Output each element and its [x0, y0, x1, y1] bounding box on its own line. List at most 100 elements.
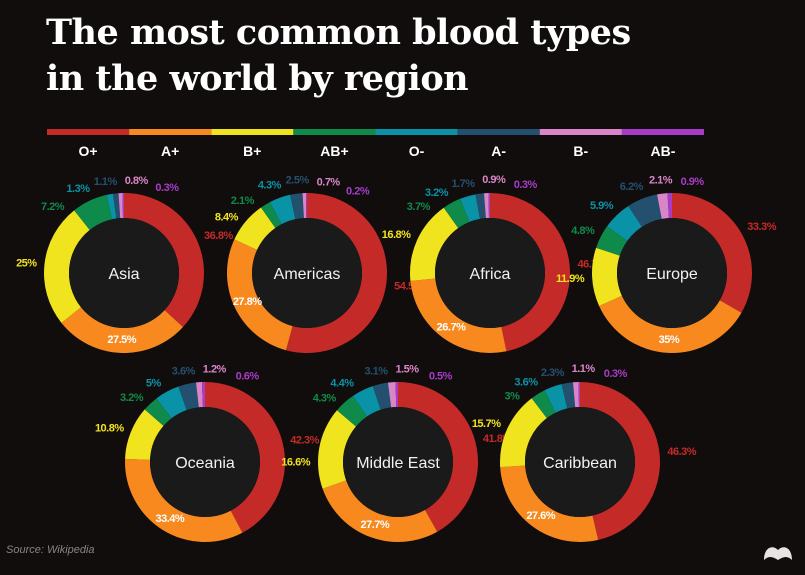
data-label-B+: 10.8% [95, 422, 124, 434]
data-label-AB-: 0.2% [346, 186, 370, 198]
region-label: Africa [470, 266, 511, 283]
legend-swatch-AB- [621, 129, 704, 135]
region-label: Caribbean [543, 455, 617, 472]
data-label-AB+: 7.2% [41, 201, 65, 213]
slice-O- [269, 194, 296, 225]
data-label-O-: 4.4% [330, 378, 354, 390]
data-label-O+: 36.8% [204, 230, 233, 242]
legend-label: A- [491, 143, 506, 159]
slice-O- [460, 194, 481, 222]
data-label-O-: 5% [146, 378, 162, 390]
slice-B+ [234, 207, 276, 250]
legend: O+ A+ B+ AB+ O- A- B- AB- [47, 129, 704, 159]
title-line-2: in the world by region [46, 58, 469, 99]
slice-B- [657, 193, 669, 219]
slice-AB+ [596, 226, 628, 256]
slice-O- [156, 386, 187, 419]
slice-AB- [305, 193, 307, 219]
data-label-B+: 8.4% [215, 211, 239, 223]
slice-A+ [410, 278, 507, 353]
legend-label: AB- [650, 143, 675, 159]
slice-AB- [488, 193, 490, 219]
data-label-A+: 26.7% [437, 321, 466, 333]
data-label-B+: 16.6% [281, 456, 310, 468]
slice-B+ [318, 410, 357, 489]
data-label-A+: 27.6% [526, 510, 555, 522]
slice-B+ [410, 207, 459, 282]
slice-O- [106, 193, 117, 220]
legend-label: B- [573, 143, 588, 159]
slice-O+ [398, 382, 479, 532]
data-label-AB-: 0.5% [429, 371, 453, 383]
slice-AB- [578, 382, 580, 408]
slice-B- [572, 382, 579, 408]
slice-B+ [125, 409, 164, 460]
data-label-AB-: 0.3% [604, 368, 628, 380]
data-label-AB-: 0.6% [236, 370, 260, 382]
slice-A- [290, 193, 304, 220]
donut-europe: Europe 33.3% 35% 11.9% 4.8% 5.9% 6.2% 2.1% 0.9% [556, 175, 777, 353]
data-label-AB+: 4.8% [571, 225, 595, 237]
data-label-A-: 2.5% [286, 175, 310, 187]
slice-O- [352, 386, 381, 417]
data-label-B-: 1.2% [203, 363, 227, 375]
legend-swatch-B- [539, 129, 622, 135]
slice-AB- [201, 382, 205, 408]
slice-A+ [500, 465, 599, 542]
slice-B- [483, 193, 489, 219]
donut-asia: Asia 36.8% 27.5% 25% 7.2%1.3% 1.1% 0.8% 0.3% [16, 175, 234, 354]
legend-swatch-A- [457, 129, 540, 135]
donut-hole [435, 218, 545, 328]
data-label-AB+: 3.7% [407, 201, 431, 213]
data-label-B-: 2.1% [649, 175, 673, 187]
data-label-O-: 5.9% [590, 200, 614, 212]
region-label: Middle East [356, 455, 440, 472]
data-label-A-: 3.1% [365, 366, 389, 378]
data-label-AB+: 2.1% [231, 195, 255, 207]
donut-oceania: Oceania 42.3% 33.4% 10.8% 3.2%5% 3.6% 1.2% 0.6% [95, 363, 320, 543]
donut-hole [525, 407, 635, 517]
slice-B- [302, 193, 307, 219]
data-label-O-: 1.3% [66, 183, 90, 195]
slice-O- [544, 384, 568, 413]
slice-O+ [490, 193, 570, 352]
data-label-O-: 3.2% [425, 187, 449, 199]
slice-AB- [667, 193, 672, 219]
data-label-B+: 11.9% [556, 273, 585, 285]
title-line-1: The most common blood types [46, 12, 631, 53]
data-label-B-: 1.1% [572, 363, 596, 375]
slice-O+ [205, 382, 286, 533]
slice-B+ [499, 398, 547, 468]
donut-hole [617, 218, 727, 328]
data-label-AB-: 0.3% [155, 182, 179, 194]
data-label-O-: 3.6% [514, 376, 538, 388]
chart-title: The most common blood types in the world… [46, 10, 631, 102]
slice-AB+ [144, 398, 172, 426]
brand-logo-icon [764, 547, 792, 560]
data-label-AB+: 3.2% [120, 392, 144, 404]
legend-label: A+ [161, 143, 179, 159]
region-label: Europe [646, 266, 698, 283]
data-label-A+: 27.5% [107, 334, 136, 346]
data-label-B+: 15.7% [472, 418, 501, 430]
slice-A+ [599, 295, 742, 353]
legend-swatch-B+ [211, 129, 294, 135]
slice-AB+ [531, 390, 556, 419]
region-label: Asia [108, 266, 139, 283]
source-note: Source: Wikipedia [6, 544, 95, 556]
data-label-B-: 0.9% [482, 174, 506, 186]
data-label-A-: 3.6% [172, 366, 196, 378]
data-label-B-: 0.8% [125, 175, 149, 187]
data-label-AB-: 0.3% [514, 179, 538, 191]
legend-label: O- [409, 143, 425, 159]
legend-swatch-A+ [129, 129, 212, 135]
legend-swatch-AB+ [293, 129, 376, 135]
data-label-AB+: 4.3% [313, 392, 337, 404]
slice-A- [372, 382, 392, 410]
slice-O+ [580, 382, 661, 540]
slice-A- [112, 193, 121, 219]
data-label-AB+: 3% [505, 391, 521, 403]
